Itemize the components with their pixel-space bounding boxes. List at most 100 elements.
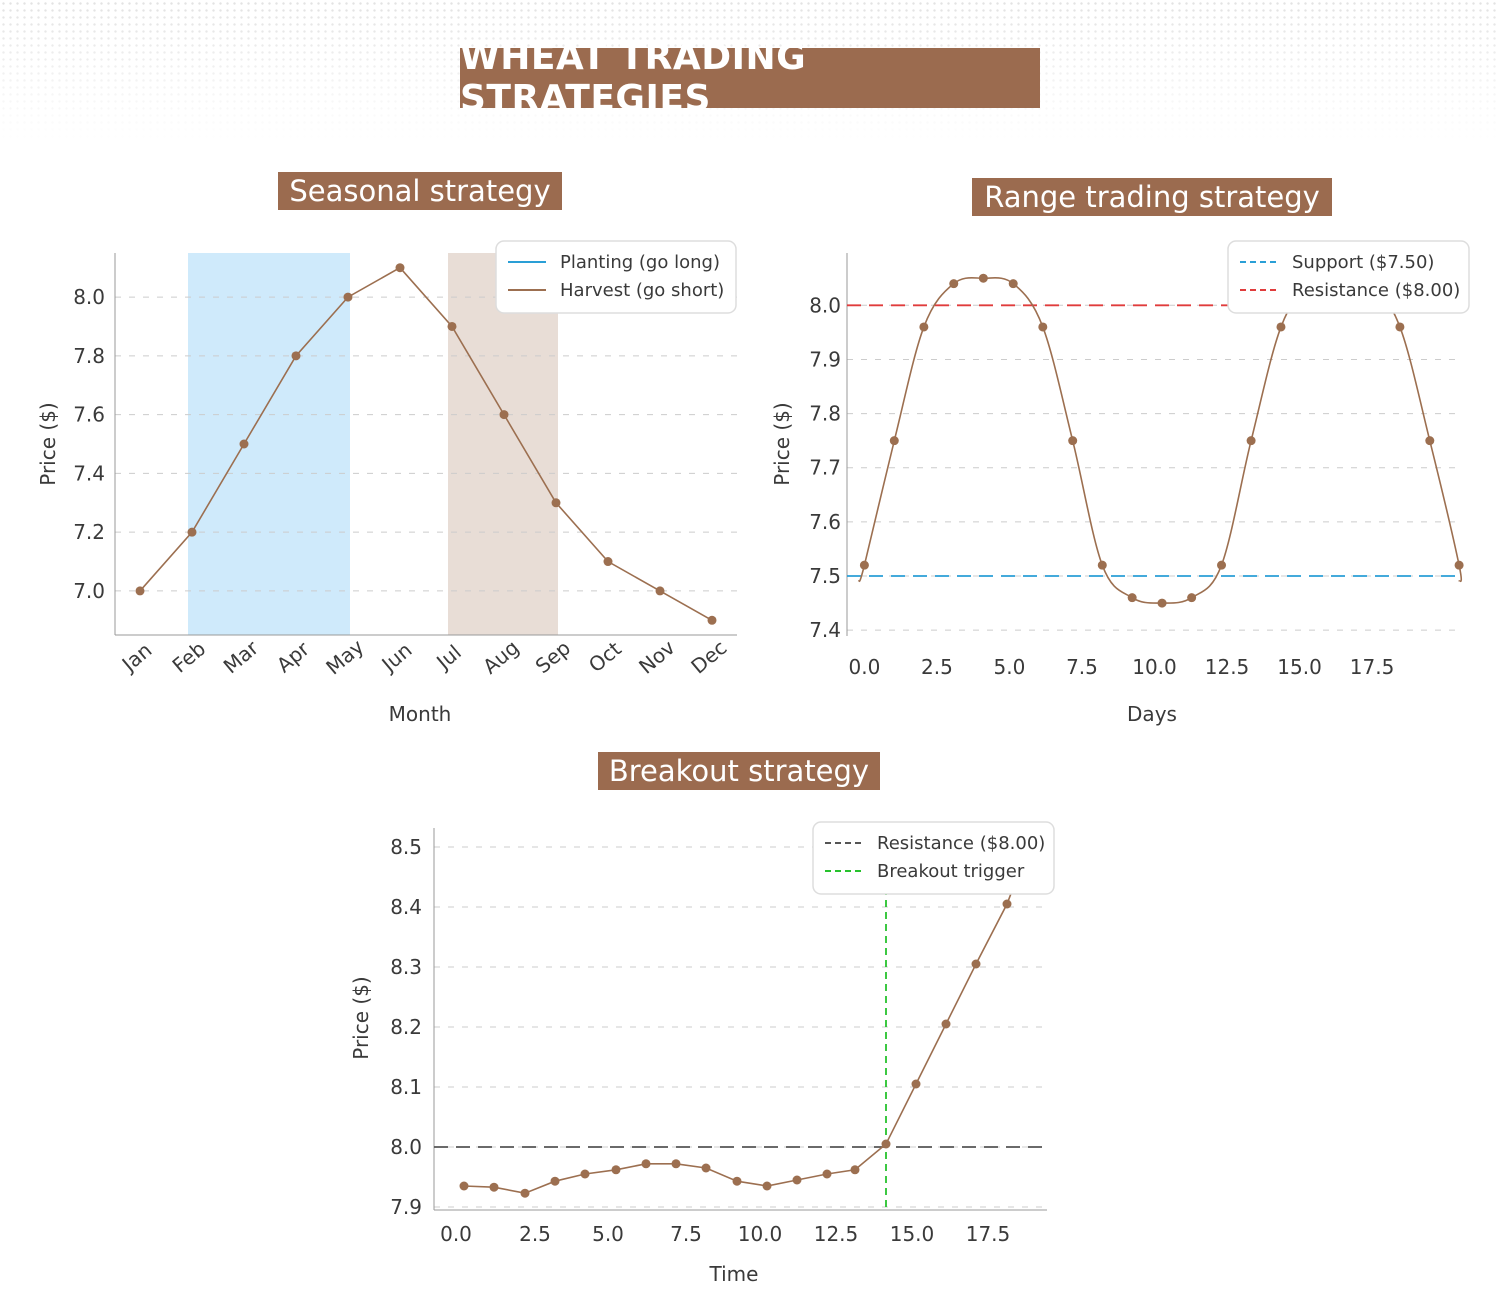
breakout-x-tick: 7.5	[670, 1222, 702, 1246]
breakout-y-tick: 8.0	[390, 1135, 422, 1159]
breakout-point	[792, 1175, 802, 1185]
range-legend-label: Resistance ($8.00)	[1292, 280, 1460, 301]
breakout-y-tick: 8.5	[390, 835, 422, 859]
seasonal-x-tick: Apr	[272, 636, 315, 677]
breakout-point	[881, 1139, 891, 1149]
breakout-point	[580, 1169, 590, 1179]
seasonal-point	[499, 410, 509, 420]
seasonal-y-tick: 8.0	[73, 285, 105, 309]
seasonal-y-tick: 7.8	[73, 344, 105, 368]
breakout-legend-box	[812, 821, 1055, 895]
seasonal-x-tick: Feb	[168, 636, 211, 677]
seasonal-y-tick: 7.2	[73, 520, 105, 544]
breakout-x-tick: 0.0	[440, 1222, 472, 1246]
breakout-y-tick: 7.9	[390, 1195, 422, 1219]
breakout-point	[489, 1182, 499, 1192]
breakout-point	[520, 1188, 530, 1198]
breakout-x-tick: 15.0	[890, 1222, 935, 1246]
range-point	[1276, 322, 1286, 332]
range-point	[1246, 436, 1256, 446]
breakout-point	[941, 1019, 951, 1029]
range-x-tick: 7.5	[1066, 655, 1098, 679]
breakout-x-tick: 5.0	[592, 1222, 624, 1246]
seasonal-x-tick: Jun	[376, 638, 417, 678]
range-x-tick: 10.0	[1132, 655, 1177, 679]
range-x-tick: 0.0	[848, 655, 880, 679]
range-x-tick: 12.5	[1205, 655, 1250, 679]
range-point	[859, 560, 869, 570]
seasonal-legend-label: Harvest (go short)	[560, 280, 724, 301]
breakout-chart-title: Breakout strategy	[598, 752, 880, 790]
seasonal-x-tick: Jan	[116, 638, 157, 677]
breakout-point	[550, 1176, 560, 1186]
seasonal-y-label: Price ($)	[36, 402, 60, 485]
range-point	[1187, 593, 1197, 603]
breakout-y-tick: 8.3	[390, 955, 422, 979]
breakout-x-tick: 12.5	[814, 1222, 859, 1246]
range-y-tick: 8.0	[809, 293, 841, 317]
seasonal-point	[187, 527, 197, 537]
range-x-label: Days	[1127, 702, 1177, 726]
range-y-tick: 7.8	[809, 402, 841, 426]
seasonal-y-tick: 7.6	[73, 403, 105, 427]
range-point	[949, 279, 959, 289]
seasonal-point	[447, 321, 457, 331]
seasonal-x-tick: Mar	[219, 635, 264, 678]
seasonal-point	[707, 615, 717, 625]
range-point	[889, 436, 899, 446]
range-legend-box	[1227, 240, 1470, 314]
range-point	[978, 273, 988, 283]
range-x-tick: 17.5	[1350, 655, 1395, 679]
range-point	[1425, 436, 1435, 446]
seasonal-legend-box	[495, 240, 737, 314]
range-price-line	[857, 277, 1463, 604]
range-point	[919, 322, 929, 332]
breakout-y-tick: 8.1	[390, 1075, 422, 1099]
seasonal-point	[551, 498, 561, 508]
breakout-point	[762, 1181, 772, 1191]
seasonal-point	[343, 292, 353, 302]
breakout-point	[641, 1159, 651, 1169]
breakout-y-tick: 8.2	[390, 1015, 422, 1039]
seasonal-x-tick: Jul	[430, 640, 465, 675]
range-y-tick: 7.9	[809, 347, 841, 371]
range-point	[1097, 560, 1107, 570]
planting-region	[188, 253, 350, 635]
breakout-point	[701, 1163, 711, 1173]
range-point	[1157, 598, 1167, 608]
breakout-x-label: Time	[709, 1262, 759, 1286]
seasonal-legend-label: Planting (go long)	[560, 252, 720, 273]
seasonal-x-tick: Sep	[531, 636, 575, 679]
range-y-label: Price ($)	[770, 402, 794, 485]
breakout-point	[1002, 899, 1012, 909]
seasonal-point	[239, 439, 249, 449]
range-point	[1008, 279, 1018, 289]
breakout-x-tick: 17.5	[966, 1222, 1011, 1246]
seasonal-x-label: Month	[389, 702, 452, 726]
seasonal-point	[655, 586, 665, 596]
breakout-price-line	[463, 843, 1031, 1195]
breakout-x-tick: 10.0	[738, 1222, 783, 1246]
breakout-point	[822, 1169, 832, 1179]
range-x-tick: 5.0	[994, 655, 1026, 679]
range-point	[1217, 560, 1227, 570]
range-y-tick: 7.4	[809, 618, 841, 642]
range-point	[1454, 560, 1464, 570]
breakout-y-label: Price ($)	[349, 976, 373, 1059]
range-y-tick: 7.6	[809, 510, 841, 534]
seasonal-x-tick: May	[321, 634, 368, 679]
breakout-point	[732, 1176, 742, 1186]
seasonal-x-tick: Aug	[478, 635, 523, 678]
seasonal-x-tick: Dec	[686, 635, 731, 678]
seasonal-chart-title: Seasonal strategy	[278, 172, 562, 210]
breakout-point	[971, 959, 981, 969]
range-y-tick: 7.5	[809, 564, 841, 588]
seasonal-point	[291, 351, 301, 361]
seasonal-price-line	[139, 266, 713, 622]
range-point	[1068, 436, 1078, 446]
seasonal-point	[603, 557, 613, 567]
breakout-point	[611, 1165, 621, 1175]
range-y-tick: 7.7	[809, 456, 841, 480]
breakout-legend-label: Resistance ($8.00)	[877, 833, 1045, 854]
